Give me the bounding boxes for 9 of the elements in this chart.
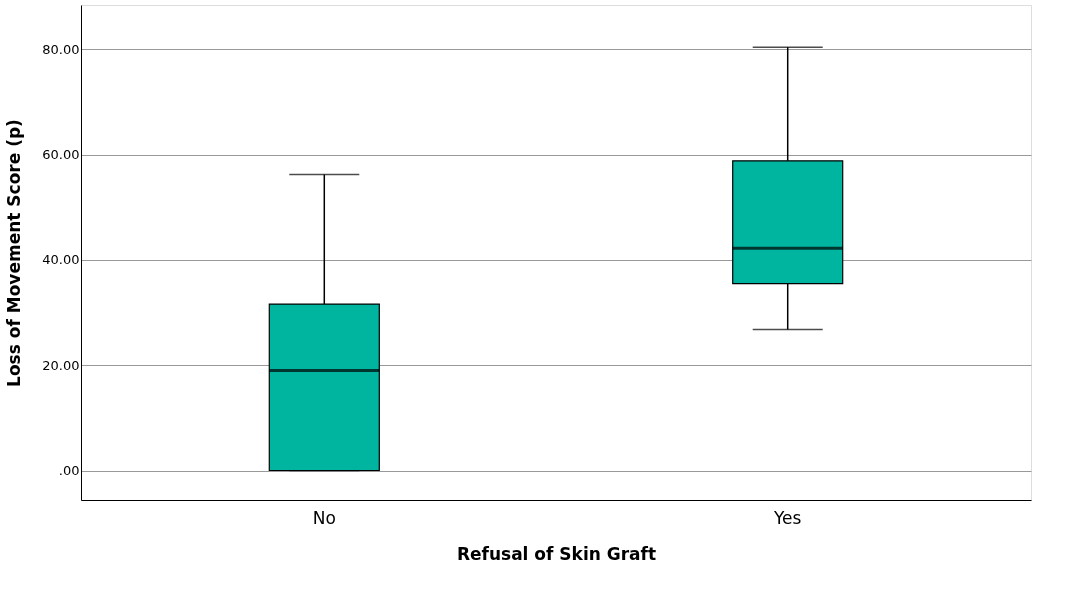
x-tick-label: Yes xyxy=(772,507,802,528)
y-tick-label: 20.00 xyxy=(42,357,80,373)
y-tick-label: .00 xyxy=(58,463,80,479)
y-tick-label: 80.00 xyxy=(42,41,80,57)
y-axis-title: Loss of Movement Score (p) xyxy=(4,119,25,387)
x-axis-title: Refusal of Skin Graft xyxy=(456,543,657,564)
x-tick-label: No xyxy=(312,507,336,528)
y-tick-label: 40.00 xyxy=(42,252,80,268)
y-tick-label: 60.00 xyxy=(42,147,80,163)
